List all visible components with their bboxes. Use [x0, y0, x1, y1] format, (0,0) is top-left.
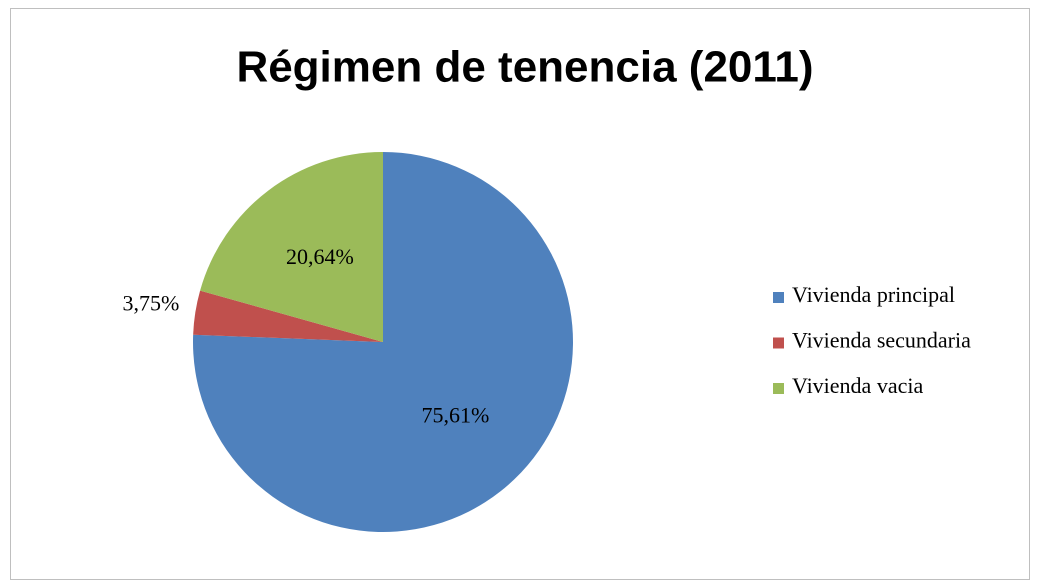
pie-slice [200, 152, 383, 342]
data-label: 3,75% [122, 291, 179, 316]
data-label: 75,61% [422, 402, 490, 427]
pie-slice [193, 290, 383, 342]
legend-swatch [773, 292, 784, 303]
legend-label: Vivienda vacia [792, 373, 923, 398]
data-label: 20,64% [286, 244, 354, 269]
legend-label: Vivienda secundaria [792, 328, 971, 353]
legend-label: Vivienda principal [792, 282, 955, 307]
legend-swatch [773, 383, 784, 394]
legend-swatch [773, 337, 784, 349]
chart-title: Régimen de tenencia (2011) [236, 43, 813, 92]
